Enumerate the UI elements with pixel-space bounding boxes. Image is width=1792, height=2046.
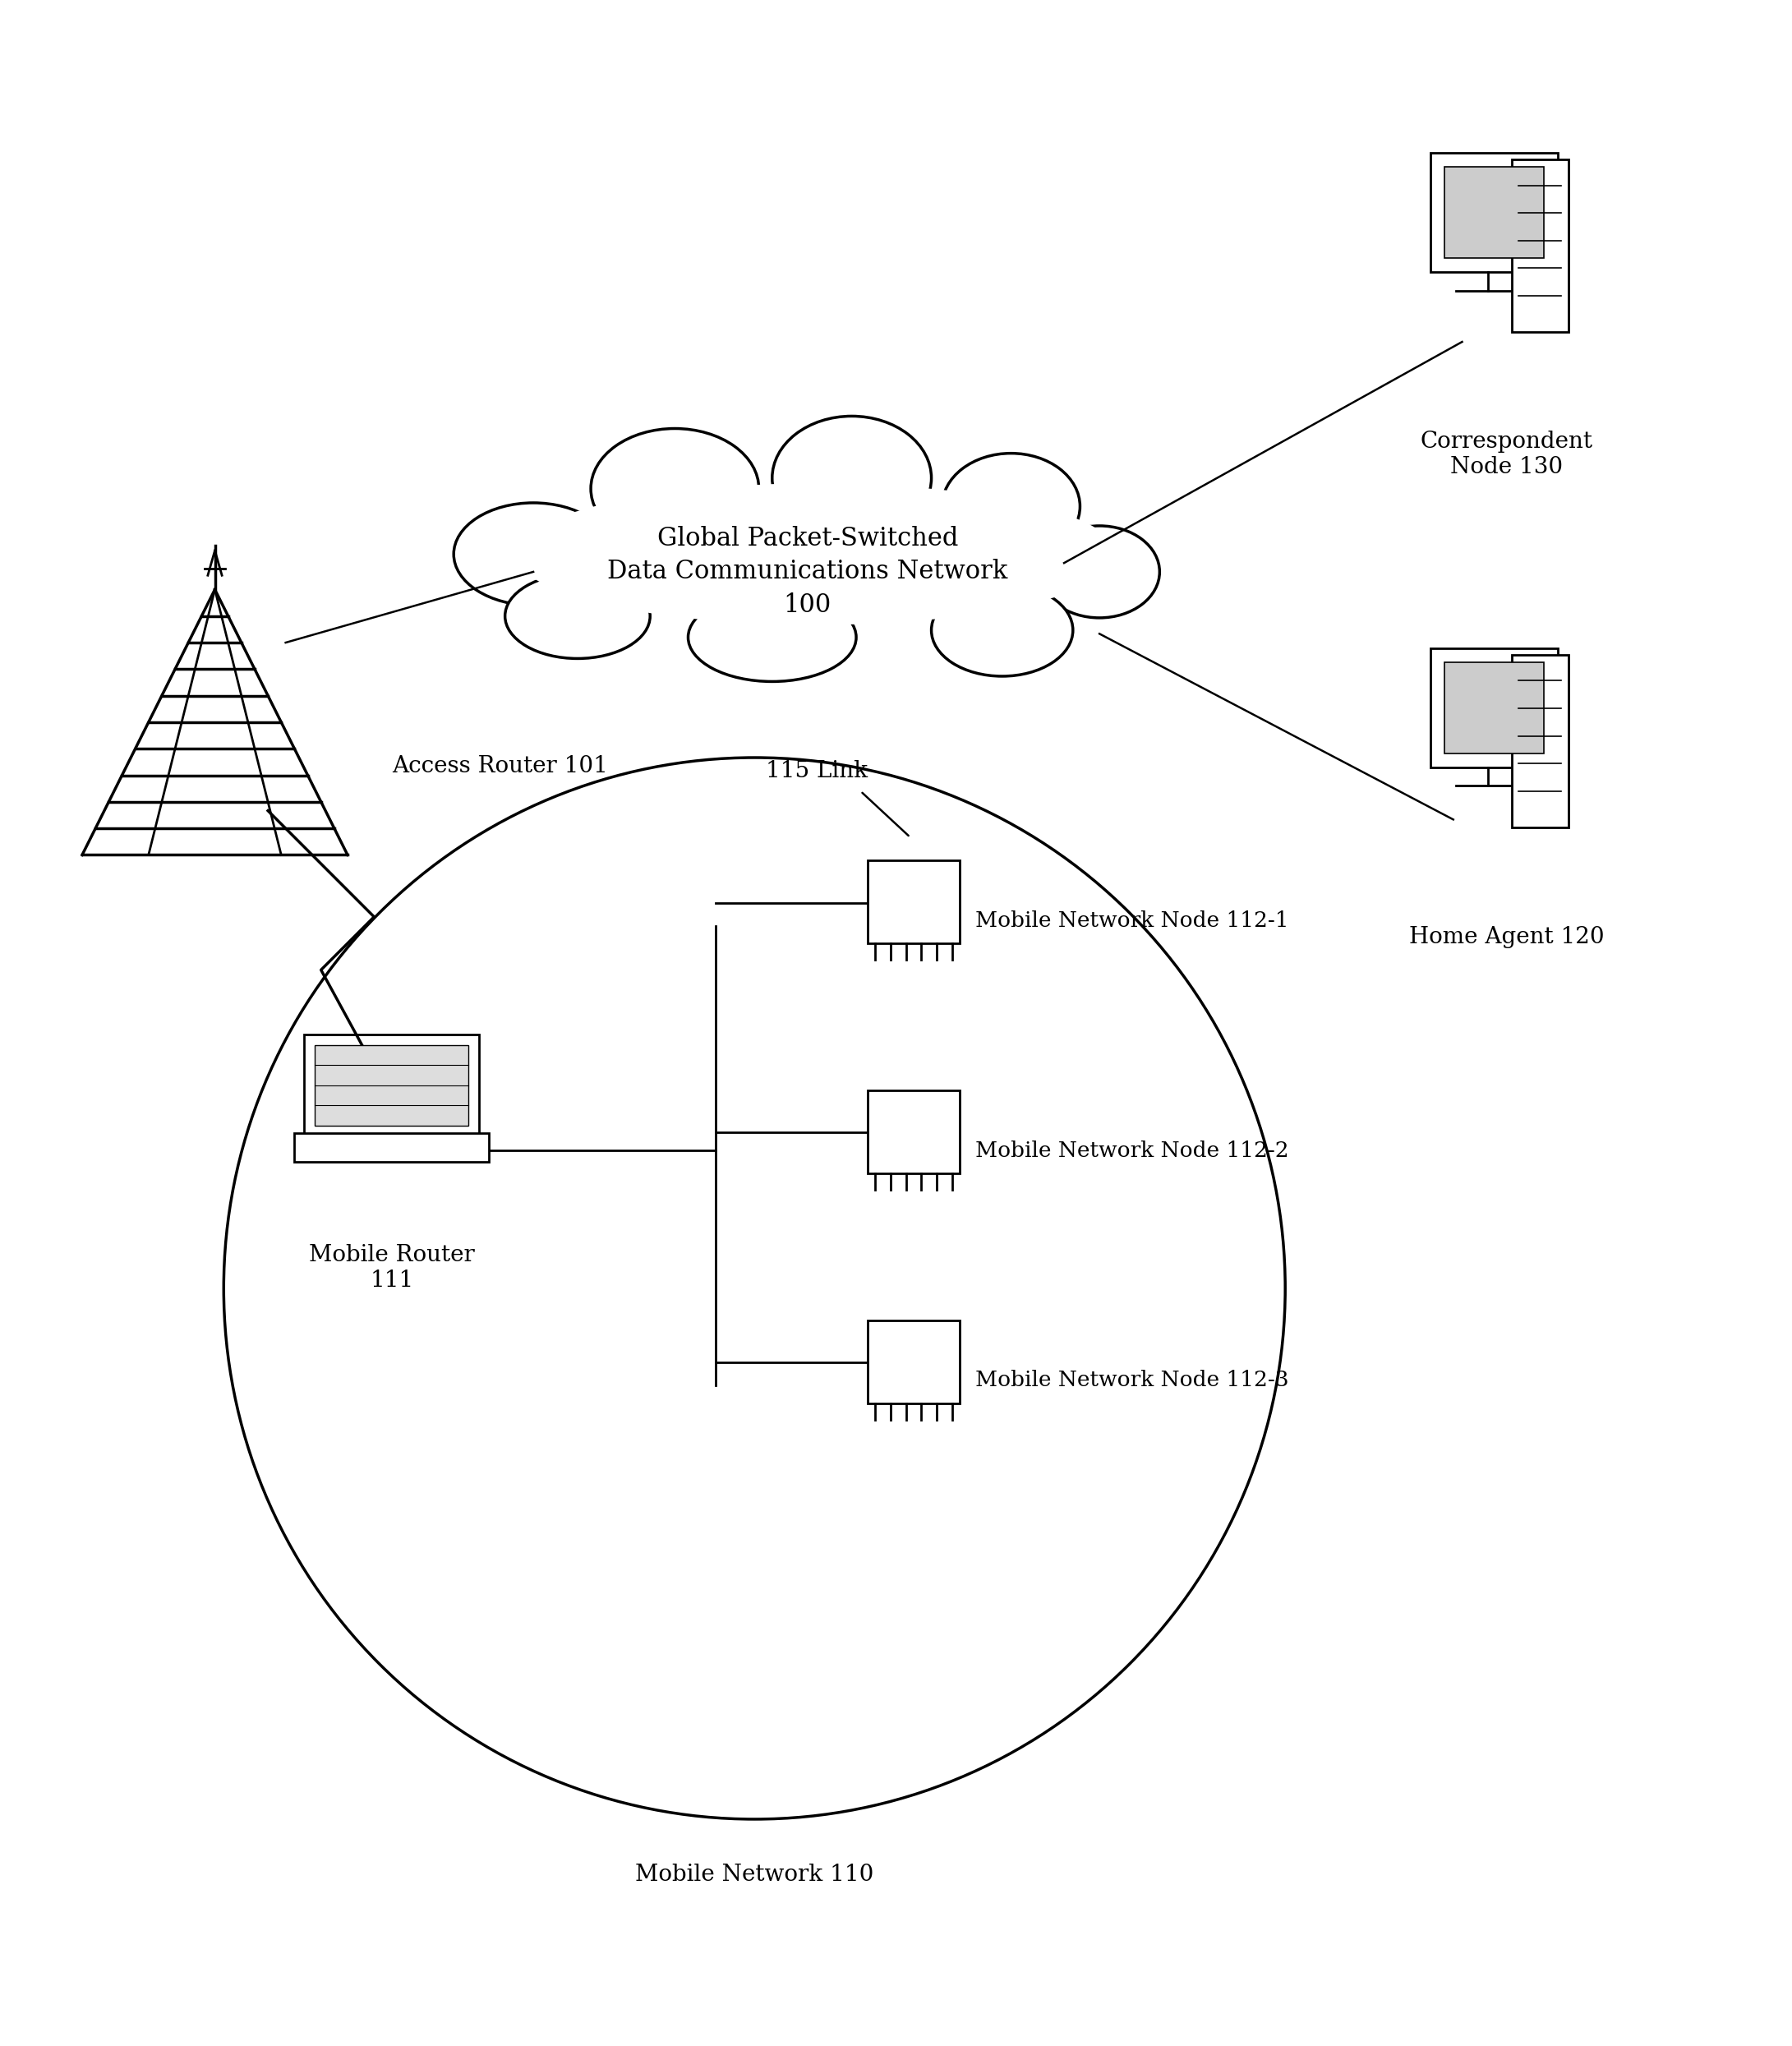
Bar [867,861,961,943]
Text: Mobile Network Node 112-1: Mobile Network Node 112-1 [975,910,1288,931]
Text: Mobile Network Node 112-3: Mobile Network Node 112-3 [975,1371,1288,1391]
Bar [1444,166,1543,258]
Text: Access Router 101: Access Router 101 [392,755,607,777]
Ellipse shape [943,454,1081,559]
Text: Home Agent 120: Home Agent 120 [1409,925,1604,947]
Ellipse shape [505,573,650,659]
Bar [1430,649,1557,767]
Bar [1512,655,1568,827]
Bar [1430,153,1557,272]
Ellipse shape [224,757,1285,1819]
Bar [315,1046,470,1125]
Ellipse shape [516,483,1116,624]
Text: Mobile Network 110: Mobile Network 110 [634,1864,874,1886]
Bar [1512,160,1568,331]
Ellipse shape [688,593,857,681]
Bar [1444,663,1543,753]
Text: Global Packet-Switched
Data Communications Network
100: Global Packet-Switched Data Communicatio… [607,526,1007,618]
Ellipse shape [498,471,1134,638]
Ellipse shape [932,585,1073,677]
Ellipse shape [772,415,932,540]
Text: Correspondent
Node 130: Correspondent Node 130 [1419,430,1593,479]
Text: 115 Link: 115 Link [765,761,867,782]
Bar [294,1133,489,1162]
Ellipse shape [591,428,758,548]
Text: Mobile Router
111: Mobile Router 111 [308,1244,475,1291]
Bar [867,1091,961,1174]
Text: Mobile Network Node 112-2: Mobile Network Node 112-2 [975,1140,1288,1160]
Bar [305,1035,478,1136]
Ellipse shape [453,503,613,606]
Ellipse shape [1039,526,1159,618]
Bar [867,1320,961,1404]
